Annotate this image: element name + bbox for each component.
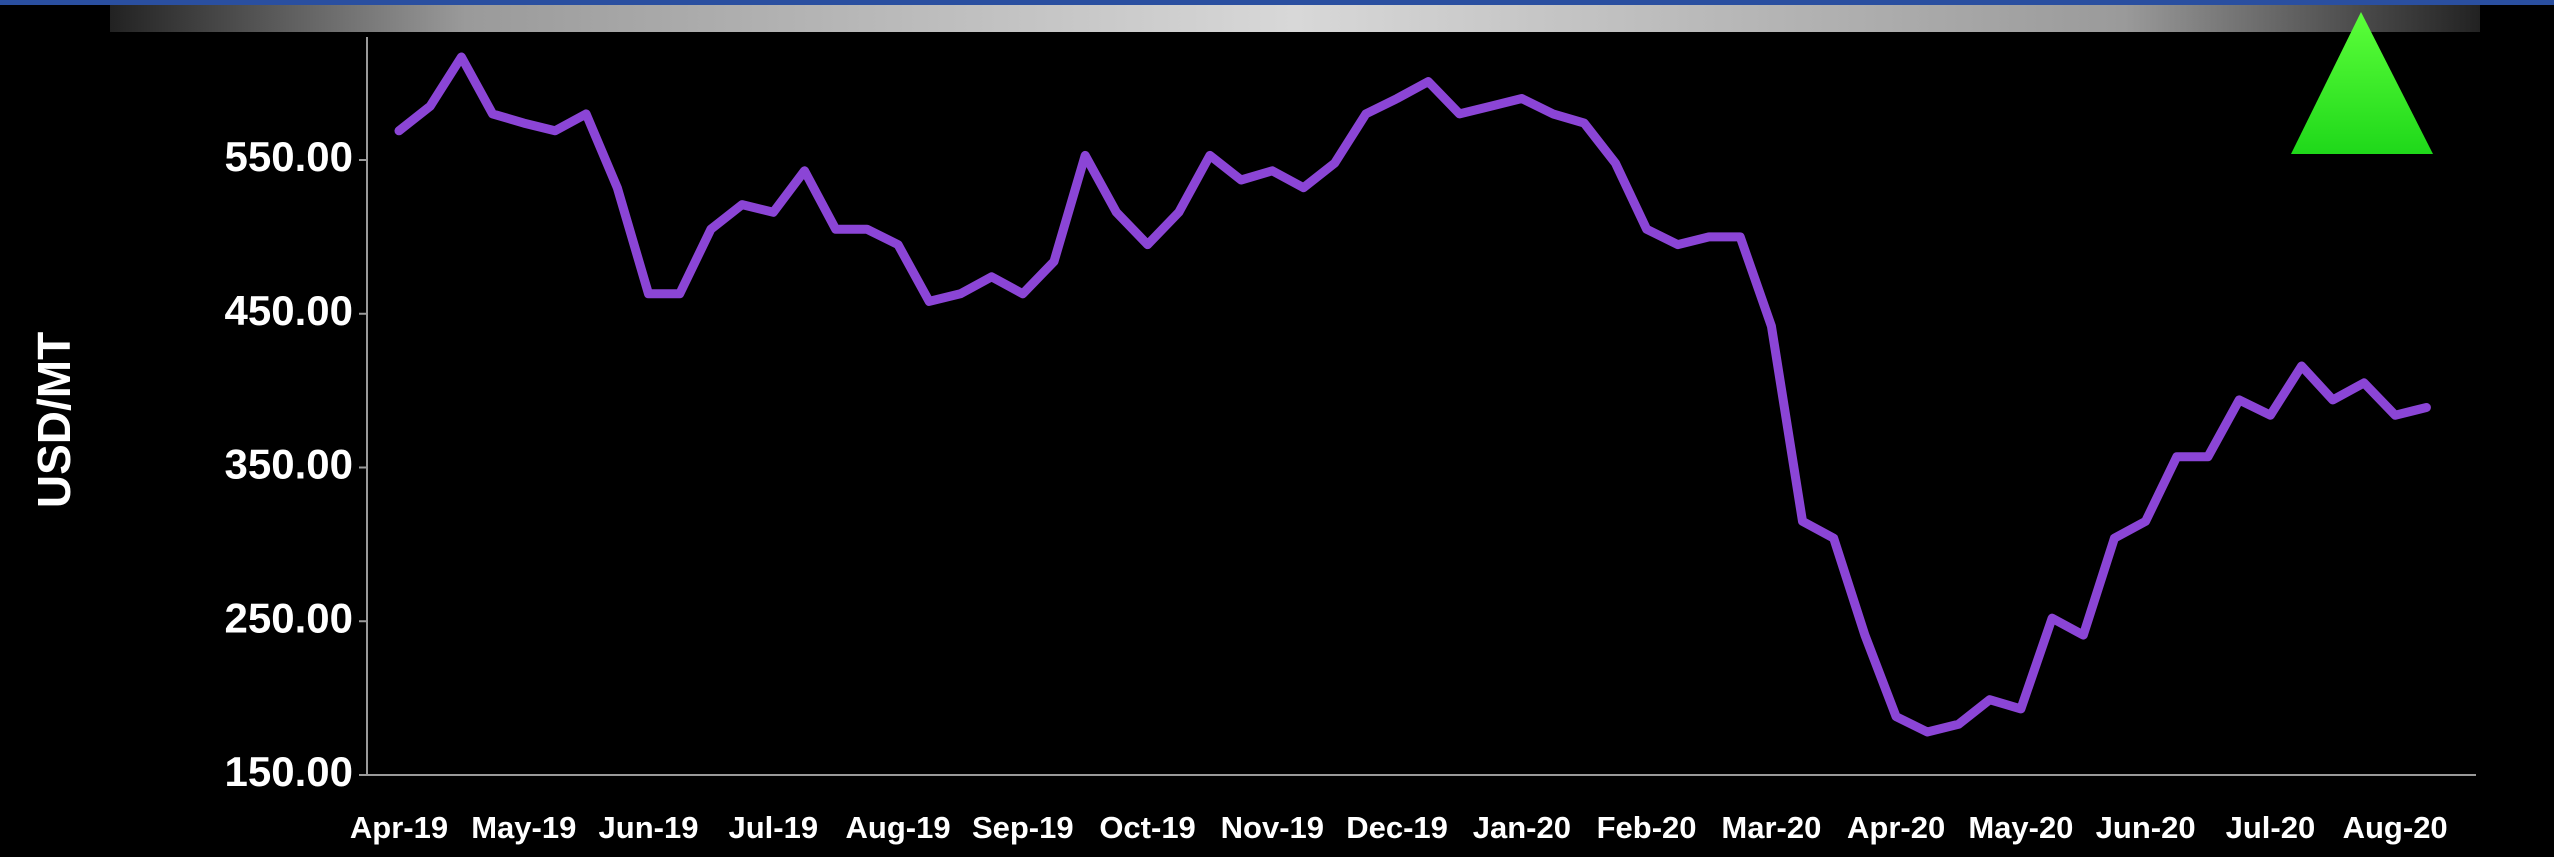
x-tick-label: Jan-20 bbox=[1473, 810, 1571, 845]
x-tick-label: Aug-19 bbox=[846, 810, 951, 845]
x-tick-label: Jun-19 bbox=[599, 810, 699, 845]
x-tick-label: Dec-19 bbox=[1346, 810, 1448, 845]
y-tick-label: 250.00 bbox=[225, 594, 353, 641]
up-arrow bbox=[2291, 12, 2433, 154]
x-tick-label: May-19 bbox=[471, 810, 576, 845]
x-tick-label: Feb-20 bbox=[1597, 810, 1697, 845]
top-bar bbox=[110, 5, 2480, 32]
x-tick-label: Jun-20 bbox=[2096, 810, 2196, 845]
x-tick-label: Jul-20 bbox=[2226, 810, 2316, 845]
x-tick-label: Sep-19 bbox=[972, 810, 1074, 845]
price-line bbox=[394, 52, 2431, 737]
y-tick-label: 150.00 bbox=[225, 748, 353, 795]
x-tick-label: Apr-20 bbox=[1847, 810, 1945, 845]
x-tick-label: Oct-19 bbox=[1099, 810, 1195, 845]
x-tick-label: Mar-20 bbox=[1721, 810, 1821, 845]
y-tick-label: 550.00 bbox=[225, 133, 353, 180]
plot-area: 150.00 250.00 350.00 450.00 550.00 Apr-19 May-… bbox=[225, 37, 2476, 845]
x-tick-label: Aug-20 bbox=[2343, 810, 2448, 845]
x-tick-label: Apr-19 bbox=[350, 810, 448, 845]
y-tick-label: 350.00 bbox=[225, 441, 353, 488]
top-border bbox=[0, 0, 2554, 5]
y-axis-label: USD/MT bbox=[28, 332, 80, 508]
x-tick-label: Jul-19 bbox=[728, 810, 818, 845]
x-tick-label: Nov-19 bbox=[1221, 810, 1324, 845]
x-tick-label: May-20 bbox=[1968, 810, 2073, 845]
y-tick-label: 450.00 bbox=[225, 287, 353, 334]
